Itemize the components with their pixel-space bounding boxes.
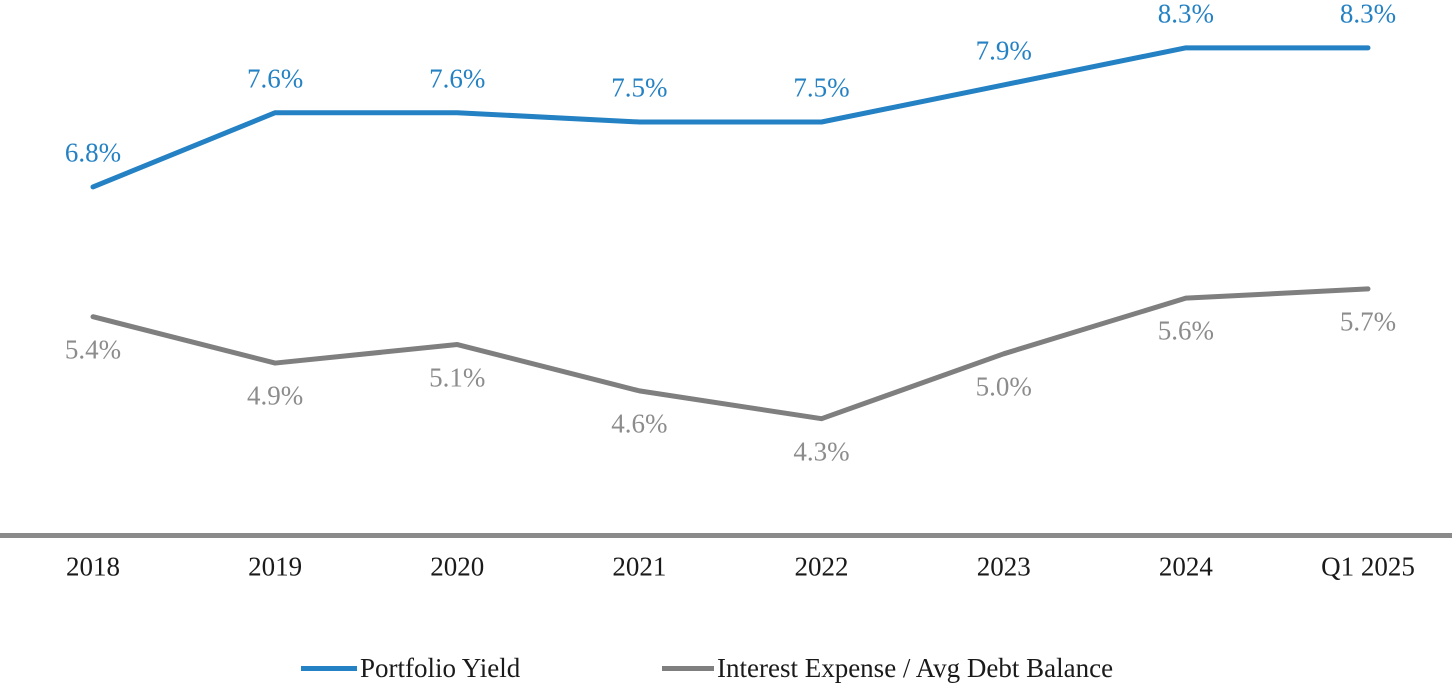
legend-item-portfolio-yield: Portfolio Yield (301, 651, 520, 685)
legend-swatch-interest-expense (662, 665, 714, 671)
portfolio-yield-data-label: 7.6% (247, 63, 304, 94)
legend-swatch-portfolio-yield (301, 665, 357, 671)
interest-expense-avg-debt-balance-data-label: 4.6% (611, 408, 668, 439)
interest-expense-avg-debt-balance-data-label: 4.9% (247, 380, 304, 411)
x-axis-tick-label: 2024 (1158, 551, 1213, 582)
x-axis-tick-label: Q1 2025 (1321, 551, 1415, 582)
x-axis-tick-label: 2019 (248, 551, 303, 582)
portfolio-yield-data-label: 8.3% (1339, 0, 1397, 29)
legend-item-interest-expense: Interest Expense / Avg Debt Balance (662, 651, 1113, 685)
legend-label-interest-expense: Interest Expense / Avg Debt Balance (717, 653, 1114, 683)
legend-label-portfolio-yield: Portfolio Yield (360, 653, 521, 683)
portfolio-yield-data-label: 6.8% (64, 137, 122, 168)
portfolio-yield-line (90, 45, 1371, 190)
interest-expense-avg-debt-balance-data-label: 5.0% (975, 371, 1032, 402)
portfolio-yield-data-label: 8.3% (1157, 0, 1214, 29)
portfolio-yield-data-label: 7.6% (429, 63, 486, 94)
x-axis-tick-label: 2023 (976, 551, 1031, 582)
x-axis-tick-label: 2021 (612, 551, 667, 582)
x-axis-line (0, 533, 1452, 538)
x-axis-tick-label: 2018 (66, 551, 120, 582)
interest-expense-avg-debt-balance-data-label: 5.4% (64, 334, 122, 365)
interest-expense-avg-debt-balance-data-label: 5.7% (1339, 306, 1397, 337)
interest-expense-avg-debt-balance-data-label: 4.3% (793, 436, 850, 467)
legend: Portfolio Yield Interest Expense / Avg D… (0, 651, 1452, 687)
interest-expense-avg-debt-balance-line (90, 286, 1371, 422)
portfolio-yield-data-label: 7.9% (975, 35, 1032, 66)
interest-expense-avg-debt-balance-data-label: 5.6% (1157, 315, 1214, 346)
interest-expense-avg-debt-balance-data-label: 5.1% (429, 362, 486, 393)
portfolio-yield-data-label: 7.5% (793, 72, 850, 103)
portfolio-yield-data-label: 7.5% (611, 72, 668, 103)
x-axis-tick-label: 2020 (430, 551, 485, 582)
x-axis-tick-label: 2022 (794, 551, 849, 582)
